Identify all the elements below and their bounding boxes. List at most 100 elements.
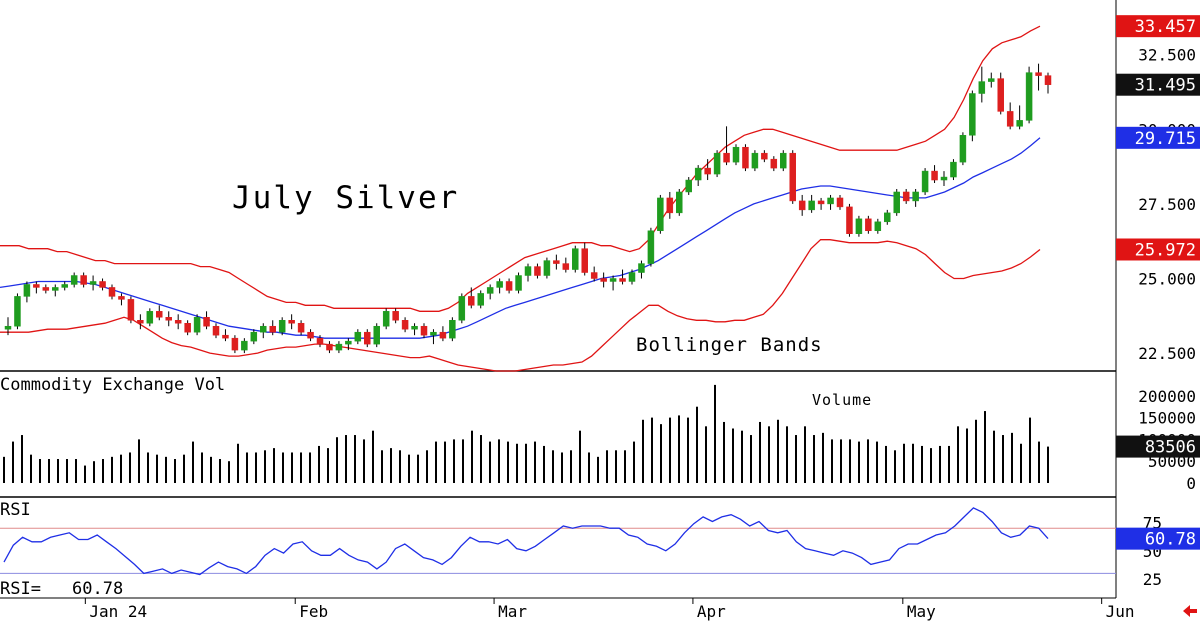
price-candle <box>855 215 863 237</box>
price-candle <box>950 159 957 181</box>
x-axis-label: Feb <box>299 602 328 621</box>
volume-annotation: Volume <box>812 391 872 409</box>
price-candle <box>638 260 645 279</box>
price-candle <box>723 126 730 166</box>
volume-value-tag: 83506 <box>1116 435 1200 458</box>
price-candle <box>534 263 541 279</box>
price-candle <box>572 245 579 273</box>
price-candle <box>940 171 948 186</box>
bollinger-annotation: Bollinger Bands <box>636 334 823 356</box>
svg-text:29.715: 29.715 <box>1135 129 1196 149</box>
price-candle <box>1006 102 1014 130</box>
price-candle <box>260 323 267 339</box>
price-candle <box>373 323 380 348</box>
price-candle <box>1035 63 1042 91</box>
price-candle <box>694 165 702 186</box>
red-left-arrow-icon[interactable] <box>1183 605 1197 617</box>
price-candle <box>250 329 258 345</box>
rsi-line <box>3 507 1049 576</box>
price-candle <box>496 278 503 294</box>
price-candle <box>411 323 418 336</box>
price-candle <box>165 311 172 327</box>
price-candle <box>865 215 872 234</box>
price-candle <box>212 323 220 339</box>
price-candle <box>988 72 995 88</box>
price-candle <box>515 272 522 294</box>
price-candle <box>288 314 295 330</box>
price-candle <box>590 266 598 282</box>
price-candle <box>1016 105 1023 130</box>
price-candle <box>99 278 106 291</box>
price-candle <box>326 341 333 354</box>
price-candle <box>581 242 588 276</box>
upper-band-value-tag: 33.457 <box>1116 15 1200 37</box>
price-candle <box>269 320 276 336</box>
x-axis-label: Jan 24 <box>89 602 147 621</box>
price-candle <box>1044 72 1052 94</box>
price-candle <box>505 278 513 294</box>
price-candle <box>430 329 437 345</box>
x-axis-label: Mar <box>498 602 527 621</box>
price-candle <box>732 144 740 166</box>
price-candle <box>420 323 428 339</box>
price-candle <box>912 188 919 207</box>
rsi-readout-value: 60.78 <box>72 579 123 599</box>
price-candle <box>969 90 976 142</box>
price-candle <box>931 165 938 184</box>
volume-pane-title: Commodity Exchange Vol <box>0 375 225 395</box>
price-candle <box>23 281 31 303</box>
price-candle <box>345 338 352 351</box>
price-candle <box>543 257 551 279</box>
price-candle <box>704 159 711 181</box>
price-candle <box>156 305 163 321</box>
price-candle <box>836 194 844 210</box>
price-tick-label: 32.500 <box>1138 46 1196 65</box>
price-candle <box>921 168 929 195</box>
price-candle <box>524 263 532 282</box>
price-candle <box>80 272 87 288</box>
price-candle <box>70 272 78 288</box>
lower-bollinger-band <box>0 239 1041 372</box>
price-candle <box>52 284 59 297</box>
price-candle <box>553 254 560 270</box>
svg-text:83506: 83506 <box>1145 438 1196 458</box>
price-candle <box>978 66 986 103</box>
price-candle <box>666 191 674 219</box>
price-candle <box>401 317 409 333</box>
price-candle <box>817 197 825 210</box>
last-price-tag: 31.495 <box>1116 73 1200 96</box>
volume-pane: 20000015000010000050000083506 <box>3 384 1200 493</box>
price-candle <box>307 329 314 342</box>
price-candle <box>770 156 778 172</box>
price-candle <box>1025 66 1033 124</box>
lower-band-value-tag: 25.972 <box>1116 238 1200 261</box>
price-candle <box>798 194 806 216</box>
price-candle <box>42 284 50 294</box>
price-candle <box>874 218 882 234</box>
price-candle <box>619 269 626 285</box>
chart-title: July Silver <box>232 180 459 216</box>
price-candle <box>751 150 759 172</box>
price-candle <box>382 308 390 330</box>
price-candle <box>761 150 768 163</box>
svg-text:31.495: 31.495 <box>1135 76 1196 96</box>
rsi-readout-label: RSI= <box>0 579 41 599</box>
price-candle <box>146 308 154 327</box>
rsi-value-tag: 60.78 <box>1116 527 1200 550</box>
price-candle <box>241 338 248 354</box>
price-candle <box>808 194 815 213</box>
upper-bollinger-band <box>0 25 1041 312</box>
price-candle <box>174 314 182 330</box>
price-candle <box>231 335 239 354</box>
price-candle <box>685 177 692 195</box>
svg-text:25.972: 25.972 <box>1135 240 1196 260</box>
price-candle <box>316 335 324 348</box>
price-candle <box>14 293 21 330</box>
x-axis: Jan 24 Feb Mar Apr May Jun <box>84 598 1135 621</box>
price-candle <box>449 317 456 342</box>
price-candle <box>33 281 40 294</box>
svg-text:60.78: 60.78 <box>1145 530 1196 550</box>
price-candle <box>742 144 749 172</box>
middle-bollinger-band <box>0 137 1041 339</box>
